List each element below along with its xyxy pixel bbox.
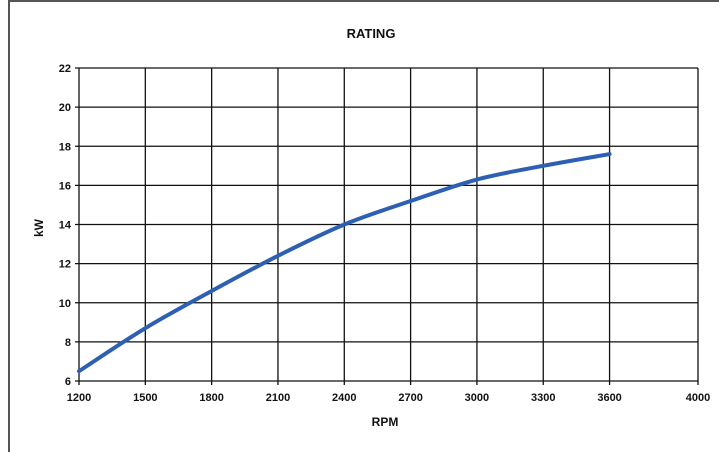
x-tick-label: 2700: [398, 392, 422, 404]
x-tick-label: 1200: [67, 392, 91, 404]
x-tick-label: 1500: [133, 392, 157, 404]
x-tick-label: 3600: [597, 392, 621, 404]
y-tick-label: 6: [65, 376, 71, 388]
y-tick-label: 20: [59, 102, 71, 114]
grid: [75, 67, 699, 385]
series-line-rating: [77, 152, 612, 374]
x-tick-label: 3300: [531, 392, 555, 404]
chart-frame: [8, 0, 719, 452]
y-tick-label: 16: [59, 180, 71, 192]
x-tick-label: 4000: [686, 392, 710, 404]
tick-labels: 1200 1500 1800 2100 2400 2700 3000 3300 3600 4000…: [59, 63, 710, 404]
y-tick-label: 8: [65, 337, 71, 349]
y-axis-label: kW: [32, 218, 46, 237]
x-tick-label: 3000: [465, 392, 489, 404]
y-tick-label: 22: [59, 63, 71, 75]
x-tick-label: 2400: [332, 392, 356, 404]
y-tick-label: 14: [59, 220, 72, 232]
y-tick-label: 10: [59, 298, 71, 310]
chart-title: RATING: [347, 26, 396, 41]
x-tick-label: 1800: [199, 392, 223, 404]
y-tick-label: 12: [59, 259, 71, 271]
y-tick-label: 18: [59, 141, 71, 153]
x-tick-label: 2100: [266, 392, 290, 404]
x-axis-label: RPM: [372, 415, 399, 429]
